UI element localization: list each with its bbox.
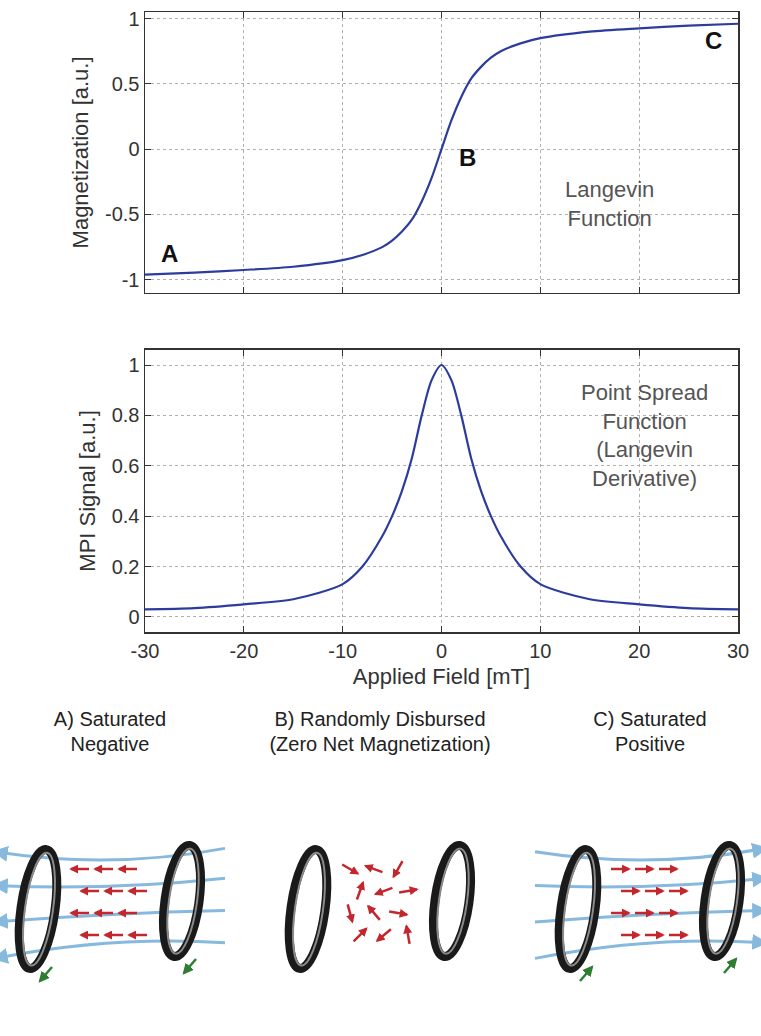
svg-text:0: 0 [436,640,447,662]
svg-text:20: 20 [628,640,650,662]
svg-text:LangevinFunction: LangevinFunction [565,177,654,231]
svg-text:0: 0 [128,138,139,160]
svg-text:Magnetization [a.u.]: Magnetization [a.u.] [68,56,93,248]
svg-text:-0.5: -0.5 [105,203,139,225]
svg-text:A) SaturatedNegative: A) SaturatedNegative [54,708,166,755]
svg-text:10: 10 [529,640,551,662]
svg-text:-1: -1 [122,269,140,291]
svg-text:0.6: 0.6 [112,455,140,477]
svg-text:30: 30 [727,640,749,662]
svg-text:1: 1 [128,8,139,30]
svg-text:B) Randomly Disbursed(Zero Net: B) Randomly Disbursed(Zero Net Magnetiza… [269,708,490,755]
svg-text:MPI Signal [a.u.]: MPI Signal [a.u.] [75,410,100,571]
svg-text:A: A [161,240,178,267]
svg-text:B: B [459,144,476,171]
svg-text:0.5: 0.5 [112,73,140,95]
svg-text:0.8: 0.8 [112,404,140,426]
svg-text:0.2: 0.2 [112,556,140,578]
svg-text:0: 0 [128,606,139,628]
svg-text:0.4: 0.4 [112,505,140,527]
svg-text:C) SaturatedPositive: C) SaturatedPositive [593,708,706,755]
svg-text:-30: -30 [131,640,160,662]
svg-text:1: 1 [128,354,139,376]
svg-text:Point SpreadFunction(LangevinD: Point SpreadFunction(LangevinDerivative) [581,380,708,491]
svg-text:-10: -10 [328,640,357,662]
svg-text:Applied Field [mT]: Applied Field [mT] [353,664,530,689]
svg-text:C: C [705,27,722,54]
svg-text:-20: -20 [229,640,258,662]
